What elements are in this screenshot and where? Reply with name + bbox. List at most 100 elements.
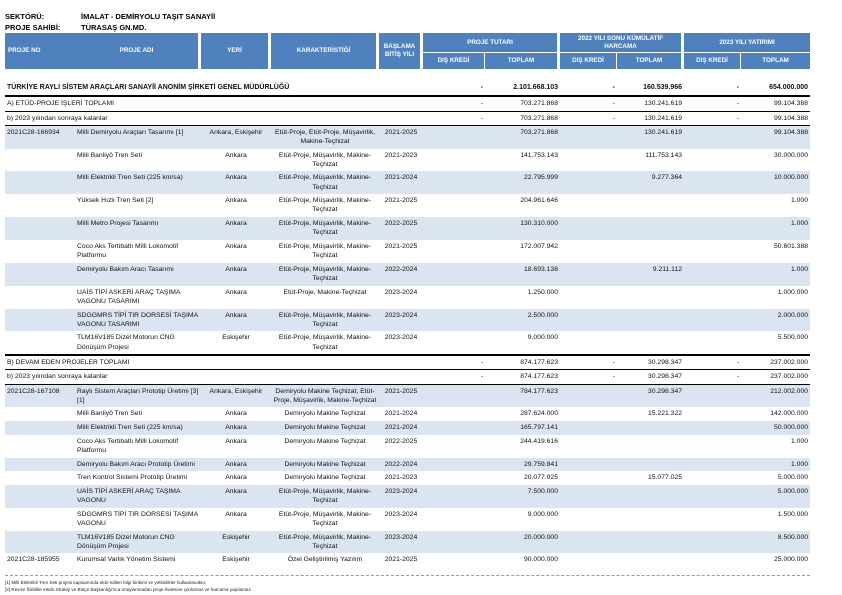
table-row: A) ETÜD-PROJE İŞLERİ TOPLAMI - 703.271.8… [5, 97, 811, 112]
cell-2023-toplam: 5.500.000 [777, 334, 809, 342]
cell-yeri: Ankara [225, 151, 247, 159]
cell-proje-no: 2021C28-185955 [7, 556, 60, 564]
cell-proje-no [5, 308, 75, 332]
cell-karakteristigi: Etüt-Proje, Müşavirlik, Makine-Teçhizat [278, 243, 372, 260]
cell-2022-toplam [617, 194, 684, 217]
cell-karakteristigi: Etüt-Proje, Müşavirlik, Makine-Teçhizat [278, 151, 372, 168]
cell-2023-toplam: 99.104.388 [741, 97, 811, 112]
cell-proje-no [5, 171, 75, 195]
table-row: B) DEVAM EDEN PROJELER TOPLAMI - 874.177… [5, 354, 811, 371]
cell-2022-toplam: 9.277.364 [617, 171, 685, 195]
cell-proje-no [5, 457, 75, 472]
cell-proje-tutari-dis-kredi [423, 407, 485, 421]
cell-proje-tutari-dis-kredi [423, 308, 485, 332]
subheader-dis-kredi-1: DIŞ KREDİ [423, 53, 485, 69]
cell-yeri: Ankara [225, 288, 247, 296]
subheader-toplam-3: TOPLAM [741, 53, 811, 69]
cell-2022-dis-kredi [560, 471, 617, 485]
cell-2022-toplam: 111.753.143 [645, 151, 683, 159]
table-row: Milli Banliyö Tren Seti Ankara Demiryolu… [5, 407, 810, 421]
cell-baslama-bitis-yili: 2021-2025 [384, 243, 418, 250]
table-row: UAİS TİPİ ASKERİ ARAÇ TAŞIMA VAGONU TASA… [5, 286, 810, 309]
cell-proje-adi: Yüksek Hızlı Tren Seti [2] [77, 197, 154, 205]
cell-baslama-bitis-yili: 2021-2025 [384, 556, 418, 564]
table-row: Coco Aks Tertibatlı Milli Lokomotif Plat… [5, 435, 810, 458]
cell-yeri: Ankara [225, 437, 247, 445]
cell-proje-tutari-toplam: 20.077.025 [523, 474, 558, 482]
cell-2022-dis-kredi [560, 149, 617, 172]
cell-2023-dis-kredi [684, 553, 741, 567]
cell-proje-no [5, 217, 75, 240]
cell-2022-toplam [617, 240, 684, 263]
cell-2022-dis-kredi [560, 421, 617, 435]
cell-proje-tutari-dis-kredi [423, 149, 485, 172]
cell-proje-tutari-toplam: 244.419.616 [520, 437, 558, 445]
header-group-row: PROJE NO PROJE ADI YERİ KARAKTERİSTİĞİ B… [5, 33, 811, 69]
cell-2022-dis-kredi: - [560, 81, 617, 98]
table-row: TÜRKİYE RAYLI SİSTEM ARAÇLARI SANAYİİ AN… [5, 81, 811, 98]
table-row: SDGGMRS TİPİ TIR DORSESİ TAŞIMA VAGONU A… [5, 508, 810, 531]
cell-proje-tutari-dis-kredi: - [423, 354, 485, 371]
cell-2023-dis-kredi [684, 308, 742, 332]
cell-baslama-bitis-yili: 2023-2024 [384, 334, 418, 342]
cell-proje-tutari-toplam: 20.000.000 [485, 530, 560, 554]
table-row: 2021C28-166934 Milli Demiryolu Araçları … [5, 125, 811, 149]
cell-baslama-bitis-yili: 2021-2024 [384, 410, 418, 418]
cell-proje-no [5, 407, 75, 421]
cell-proje-adi: Milli Metro Projesi Tasarımı [75, 217, 201, 240]
cell-proje-tutari-toplam: 7.500.000 [485, 484, 560, 508]
cell-proje-tutari-toplam: 874.177.623 [485, 370, 560, 385]
subheader-toplam-1: TOPLAM [485, 53, 560, 69]
cell-2022-dis-kredi [560, 484, 617, 508]
cell-2023-toplam: 25.000.000 [774, 556, 809, 564]
cell-2023-toplam: 1.000 [791, 437, 809, 445]
table-row: Yüksek Hızlı Tren Seti [2] Ankara Etüt-P… [5, 194, 810, 217]
cell-karakteristigi: Etüt-Proje, Müşavirlik, Makine-Teçhizat [271, 262, 379, 286]
cell-proje-tutari-dis-kredi [423, 553, 485, 567]
cell-yeri: Ankara [225, 474, 247, 482]
cell-2022-toplam: 30.298.347 [617, 354, 685, 371]
cell-2023-dis-kredi [684, 171, 742, 195]
cell-2023-dis-kredi [684, 484, 742, 508]
cell-proje-tutari-dis-kredi: - [423, 370, 485, 385]
cell-proje-tutari-dis-kredi [423, 530, 485, 554]
cell-2022-dis-kredi: - [560, 97, 617, 112]
cell-2022-dis-kredi [560, 407, 617, 421]
cell-proje-tutari-toplam: 703.271.868 [485, 97, 560, 112]
cell-proje-tutari-dis-kredi [423, 331, 485, 354]
subheader-toplam-2: TOPLAM [617, 53, 685, 69]
cell-2023-toplam: 5.000.000 [777, 474, 809, 482]
header-spacer [5, 69, 811, 81]
cell-2023-toplam: 50.000.000 [741, 421, 811, 435]
subheader-dis-kredi-2: DIŞ KREDİ [560, 53, 617, 69]
cell-2023-toplam: 5.000.000 [741, 484, 811, 508]
cell-proje-adi: Milli Elektrikli Tren Seti (225 km/sa) [75, 171, 201, 195]
cell-proje-no [5, 530, 75, 554]
cell-2022-dis-kredi [560, 125, 617, 149]
cell-yeri: Ankara [225, 410, 247, 418]
cell-proje-tutari-toplam: 172.007.942 [520, 243, 558, 250]
cell-karakteristigi: Etüt-Proje, Müşavirlik, Makine-Teçhizat [271, 217, 379, 240]
cell-baslama-bitis-yili: 2021-2025 [384, 197, 418, 205]
cell-karakteristigi: Etüt-Proje, Müşavirlik, Makine-Teçhizat [271, 530, 379, 554]
cell-proje-adi: Milli Banliyö Tren Seti [77, 151, 142, 159]
cell-proje-no [5, 471, 75, 485]
cell-2023-toplam: 1.000 [791, 197, 809, 205]
footnotes: [1] Milli Elektrikli Tren Seti projesi k… [5, 575, 810, 595]
cell-proje-tutari-toplam: 22.795.999 [485, 171, 560, 195]
cell-proje-tutari-toplam: 204.961.646 [520, 197, 558, 205]
cell-2022-toplam: 15.077.025 [647, 474, 683, 482]
cell-2022-dis-kredi [560, 553, 617, 567]
cell-2022-dis-kredi [560, 331, 617, 354]
cell-karakteristigi: Demiryolu Makine Teçhizat [284, 437, 366, 445]
cell-2022-toplam: 9.211.112 [617, 262, 685, 286]
cell-proje-tutari-toplam: 703.271.868 [485, 125, 560, 149]
cell-2022-toplam: 30.298.347 [617, 370, 685, 385]
cell-proje-no [5, 484, 75, 508]
col-header-karakteristigi: KARAKTERİSTİĞİ [271, 33, 379, 69]
cell-2023-toplam: 1.000.000 [777, 288, 809, 296]
cell-baslama-bitis-yili: 2022-2025 [384, 437, 418, 445]
row-label: A) ETÜD-PROJE İŞLERİ TOPLAMI [5, 97, 423, 112]
cell-proje-tutari-dis-kredi [423, 421, 485, 435]
cell-2023-dis-kredi [684, 471, 741, 485]
